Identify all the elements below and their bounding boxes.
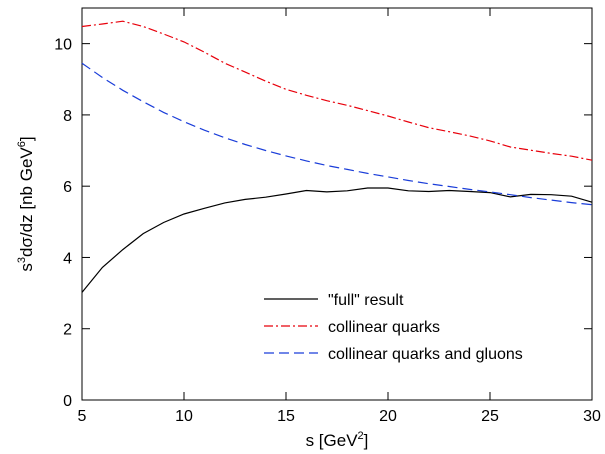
- legend-label-1: "full" result: [328, 292, 404, 309]
- y-tick-label: 4: [63, 250, 72, 267]
- series-line-1: [81, 187, 593, 293]
- y-axis-label-sup1: 3: [16, 257, 28, 263]
- x-axis-label-tail: ]: [364, 431, 369, 450]
- y-tick-label: 6: [63, 179, 72, 196]
- series-layer: [81, 20, 593, 293]
- x-tick-label: 20: [379, 408, 397, 425]
- x-axis-label-base: s [GeV: [306, 431, 359, 450]
- axis-tick-labels: 5 10 15 20 25 30 0 2 4 6 8 10: [54, 37, 601, 425]
- series-line-3: [81, 62, 593, 206]
- x-tick-label: 10: [175, 408, 193, 425]
- legend-label-3: collinear quarks and gluons: [328, 346, 523, 363]
- y-axis-label-sup2: 6: [16, 141, 28, 147]
- y-tick-label: 10: [54, 37, 72, 54]
- y-axis-label: s3dσ/dz [nb GeV6]: [16, 136, 36, 271]
- plot-area: [81, 7, 593, 401]
- y-tick-label: 0: [63, 393, 72, 410]
- legend-label-2: collinear quarks: [328, 319, 440, 336]
- axis-ticks: [81, 8, 593, 401]
- x-tick-label: 25: [481, 408, 499, 425]
- x-axis-label-sup: 2: [358, 430, 364, 442]
- x-tick-label: 15: [277, 408, 295, 425]
- legend: "full" result collinear quarks collinear q…: [264, 292, 523, 363]
- series-line-2: [81, 20, 593, 161]
- plot-frame: [81, 7, 593, 401]
- x-tick-label: 5: [78, 408, 87, 425]
- y-tick-label: 2: [63, 322, 72, 339]
- y-tick-label: 8: [63, 108, 72, 125]
- x-tick-label: 30: [583, 408, 601, 425]
- y-axis-label-pre: s: [17, 263, 36, 272]
- x-axis-label: s [GeV2]: [306, 430, 369, 450]
- y-axis-label-mid: dσ/dz [nb GeV: [17, 147, 36, 257]
- y-axis-label-tail: ]: [17, 136, 36, 141]
